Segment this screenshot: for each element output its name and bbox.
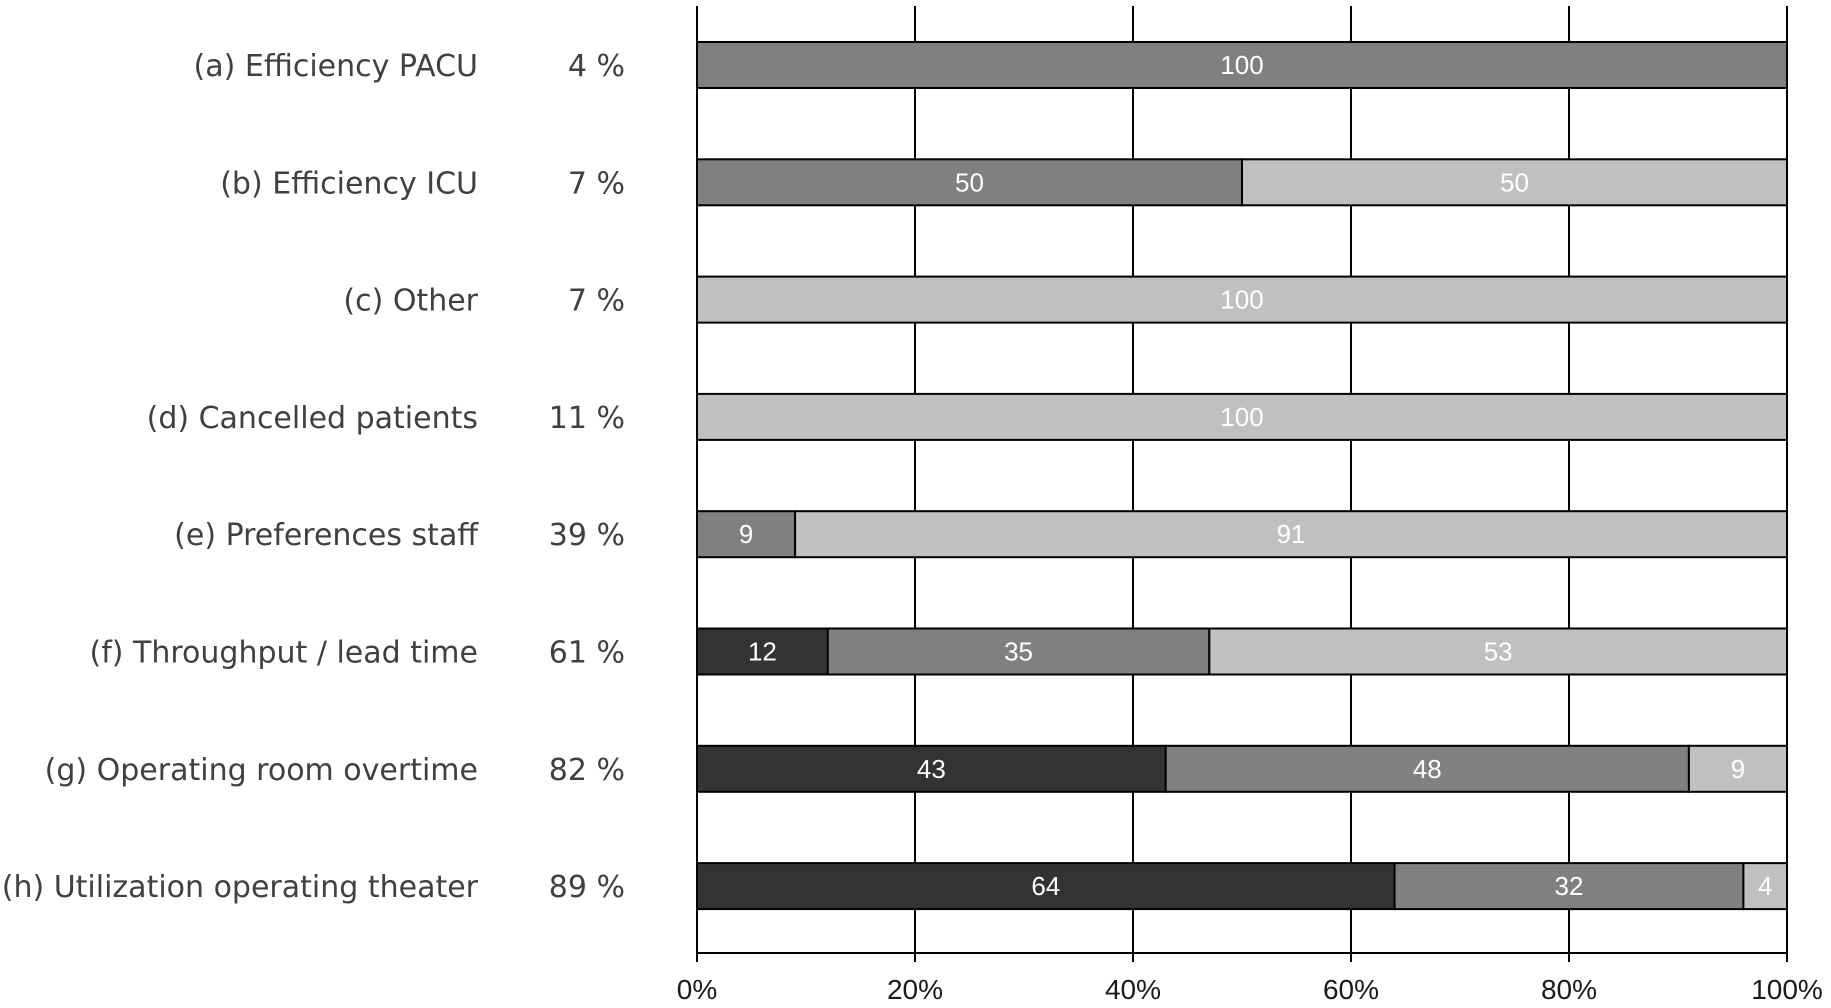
percentage-label: 4 % [568,49,625,84]
bar-segment [696,862,1396,911]
data-label: 100 [1220,285,1263,315]
percentage-label: 7 % [568,166,625,201]
data-label: 91 [1277,519,1306,549]
category-label: (f) Throughput / lead time [90,636,478,671]
category-label: (d) Cancelled patients [147,401,478,436]
bar-segment [826,627,1211,676]
x-tick-label: 20% [887,974,943,1005]
percentage-label: 39 % [549,518,625,553]
category-label: (c) Other [343,284,478,319]
bar-segment [794,510,1788,559]
data-label: 4 [1758,871,1772,901]
bar-segment [696,275,1788,324]
bar-segment [1208,627,1789,676]
label-layer: 0% 20% 40% 60% 80% 100% (a) Efficiency PACU 4 %… [2,49,1823,1005]
data-label: 50 [1500,167,1529,197]
data-label: 12 [748,637,777,667]
bar-segment [696,392,1788,441]
percentage-label: 82 % [549,753,625,788]
percentage-label: 7 % [568,284,625,319]
bar-segment [1687,744,1789,793]
percentage-label: 89 % [549,870,625,905]
data-label: 43 [917,754,946,784]
bar-segment [696,41,1788,89]
bar-segment [1742,862,1789,911]
bar-segment [1241,158,1788,207]
data-label: 32 [1555,871,1584,901]
category-label: (g) Operating room overtime [45,753,478,788]
x-tick-label: 100% [1751,974,1823,1005]
bar-layer [696,41,1789,911]
data-label: 9 [1731,754,1745,784]
percentage-label: 61 % [549,636,625,671]
percentage-label: 11 % [549,401,625,436]
x-tick-label: 0% [677,974,717,1005]
data-label: 53 [1484,637,1513,667]
bar-segment [696,744,1167,793]
bar-segment [696,158,1243,207]
bar-segment [696,510,797,559]
x-tick-label: 80% [1541,974,1597,1005]
category-label: (a) Efficiency PACU [194,49,478,84]
data-label: 100 [1220,50,1263,80]
grid-layer [696,6,1788,962]
bar-segment [1393,862,1745,911]
category-label: (h) Utilization operating theater [2,870,479,905]
category-label: (e) Preferences staff [174,518,479,553]
data-label: 48 [1413,754,1442,784]
data-label: 50 [955,167,984,197]
category-label: (b) Efficiency ICU [220,166,478,201]
data-label: 35 [1004,637,1033,667]
x-tick-label: 40% [1105,974,1161,1005]
data-label: 100 [1220,402,1263,432]
data-label: 64 [1031,871,1060,901]
x-tick-label: 60% [1323,974,1379,1005]
data-label: 9 [739,519,753,549]
